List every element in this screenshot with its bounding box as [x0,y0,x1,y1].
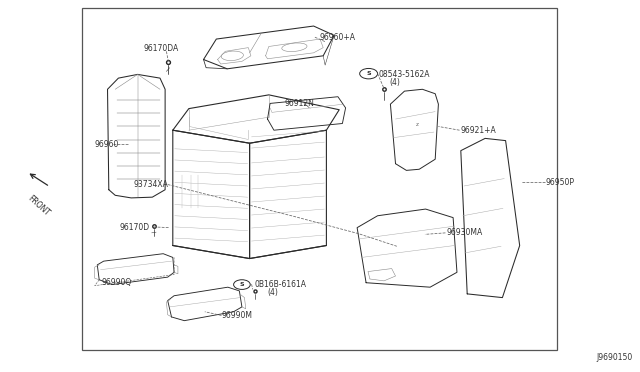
Text: 96990Q: 96990Q [101,278,131,287]
Text: 96960+A: 96960+A [320,33,356,42]
Text: 96170D: 96170D [119,223,149,232]
Text: 93734XA: 93734XA [133,180,168,189]
Text: S: S [366,71,371,76]
Text: FRONT: FRONT [26,193,51,218]
Text: 96912N: 96912N [285,99,315,108]
Text: 96950P: 96950P [545,178,574,187]
Text: 96990M: 96990M [221,311,252,320]
Text: 96921+A: 96921+A [461,126,497,135]
Text: 08543-5162A: 08543-5162A [379,70,430,79]
Text: z: z [416,122,419,128]
Text: (4): (4) [389,78,400,87]
Text: 0B16B-6161A: 0B16B-6161A [255,280,307,289]
Text: (4): (4) [268,288,278,297]
Bar [82,8,557,350]
Text: J9690150: J9690150 [596,353,632,362]
Text: 96170DA: 96170DA [144,44,179,53]
Text: S: S [239,282,244,287]
Text: 96930MA: 96930MA [447,228,483,237]
Text: 96960: 96960 [95,140,119,149]
